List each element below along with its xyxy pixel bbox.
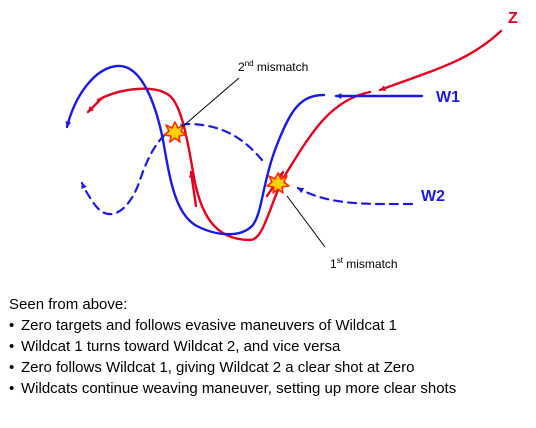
list-item: • Wildcats continue weaving maneuver, set… (9, 378, 533, 399)
list-item: • Wildcat 1 turns toward Wildcat 2, and v… (9, 336, 533, 357)
note-text: Wildcats continue weaving maneuver, sett… (21, 380, 457, 397)
mismatch1-word: mismatch (343, 257, 398, 271)
mismatch2-word: mismatch (254, 60, 309, 74)
explosion-icon (163, 121, 187, 143)
wildcat2-label: W2 (421, 188, 445, 205)
zero-arrowhead-left (86, 96, 104, 114)
zero-path (86, 29, 503, 242)
mismatch1-label: 1st mismatch (330, 256, 398, 271)
wildcat1-path (65, 64, 424, 236)
zero-label: Z (508, 10, 518, 27)
wildcat2-path (80, 122, 414, 216)
mismatch2-suffix: nd (245, 59, 254, 68)
wildcat1-label: W1 (436, 89, 460, 106)
notes-heading: Seen from above: (9, 296, 128, 313)
mismatch2-leader-line (181, 77, 240, 128)
note-text: Zero targets and follows evasive maneuve… (21, 317, 398, 334)
list-item: • Zero follows Wildcat 1, giving Wildcat … (9, 357, 533, 378)
zero-arrowhead-middle (188, 170, 198, 208)
wildcat1-weave-segment (65, 64, 326, 236)
bullet-icon: • (9, 317, 15, 334)
bullet-icon: • (9, 359, 15, 376)
wildcat2-entry-segment (296, 186, 414, 206)
explosion-icon (266, 172, 290, 194)
mismatch2-ordinal: 2 (238, 60, 245, 74)
mismatch1-suffix: st (337, 256, 344, 265)
bullet-icon: • (9, 380, 15, 397)
maneuver-diagram: Z W1 W2 2nd mismatch 1st mismatch (65, 10, 518, 271)
mismatch1-ordinal: 1 (330, 257, 337, 271)
list-item: • Zero targets and follows evasive maneuv… (9, 315, 533, 336)
notes-list: • Zero targets and follows evasive maneuv… (9, 315, 533, 399)
mismatch2-label: 2nd mismatch (238, 59, 308, 74)
note-text: Wildcat 1 turns toward Wildcat 2, and vi… (21, 338, 341, 355)
zero-weave-segment (96, 87, 372, 242)
note-text: Zero follows Wildcat 1, giving Wildcat 2… (21, 359, 415, 376)
bullet-icon: • (9, 338, 15, 355)
zero-entry-segment (378, 29, 503, 92)
notes-panel: Seen from above: • Zero targets and follo… (9, 294, 533, 399)
mismatch1-leader-line (286, 195, 326, 248)
